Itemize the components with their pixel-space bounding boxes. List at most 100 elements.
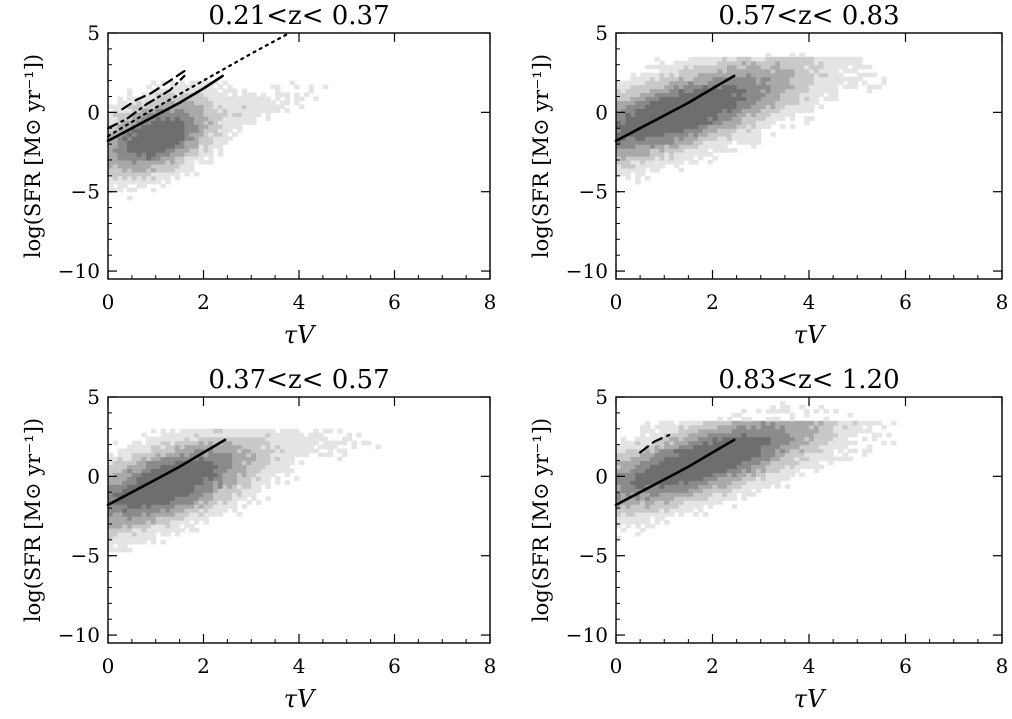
- density-cell: [784, 444, 791, 450]
- density-cell: [770, 88, 776, 94]
- x-tick-label: 8: [996, 654, 1009, 678]
- density-cell: [165, 116, 171, 121]
- density-cell: [136, 476, 143, 481]
- density-cell: [649, 72, 656, 78]
- density-cell: [279, 468, 286, 473]
- density-cell: [189, 104, 195, 109]
- density-cell: [741, 456, 747, 462]
- density-cell: [256, 464, 262, 470]
- density-cell: [813, 60, 820, 66]
- density-cell: [174, 492, 181, 497]
- density-cell: [780, 420, 786, 426]
- density-cell: [770, 448, 776, 454]
- density-cell: [170, 504, 176, 509]
- density-cell: [165, 163, 171, 169]
- density-cell: [179, 112, 186, 117]
- density-cell: [741, 436, 747, 442]
- density-cell: [198, 448, 205, 454]
- density-cell: [683, 112, 689, 117]
- density-cell: [770, 472, 776, 477]
- density-cell: [717, 488, 723, 493]
- density-cell: [251, 464, 257, 470]
- density-cell: [256, 108, 262, 113]
- density-cell: [649, 496, 656, 501]
- density-cell: [179, 104, 186, 109]
- density-cell: [635, 476, 641, 481]
- y-axis-label: log(SFR [M⊙ yr⁻¹]): [529, 418, 553, 622]
- density-cell: [746, 128, 752, 133]
- density-cell: [227, 116, 233, 121]
- density-cell: [184, 112, 190, 117]
- density-cell: [717, 500, 723, 505]
- density-cell: [809, 84, 815, 90]
- density-cell: [193, 112, 200, 117]
- density-cell: [688, 424, 694, 430]
- density-cell: [736, 440, 743, 446]
- density-cell: [150, 512, 157, 517]
- density-cell: [707, 492, 714, 497]
- density-cell: [784, 56, 791, 62]
- density-cell: [809, 444, 815, 450]
- density-cell: [654, 64, 661, 70]
- density-cell: [203, 136, 209, 141]
- density-cell: [241, 480, 248, 485]
- density-cell: [203, 116, 209, 121]
- density-cell: [203, 444, 209, 450]
- density-cell: [620, 516, 627, 521]
- density-cell: [217, 104, 224, 109]
- density-cell: [746, 472, 752, 477]
- density-cell: [227, 124, 233, 129]
- density-cell: [241, 448, 248, 454]
- density-cell: [640, 456, 646, 462]
- density-cell: [136, 512, 143, 517]
- density-cell: [256, 428, 262, 434]
- density-cell: [717, 448, 723, 454]
- density-cell: [222, 92, 228, 98]
- density-cell: [755, 128, 762, 133]
- density-cell: [673, 68, 680, 74]
- density-cell: [818, 104, 825, 109]
- density-cell: [213, 448, 219, 454]
- density-cell: [170, 472, 176, 477]
- density-cell: [241, 492, 248, 497]
- density-cell: [160, 124, 166, 129]
- relation-line-solid: [106, 438, 227, 507]
- density-cell: [232, 100, 238, 106]
- density-cell: [170, 144, 176, 149]
- density-cell: [122, 120, 128, 125]
- density-cell: [160, 436, 166, 442]
- density-cell: [722, 488, 728, 493]
- density-cell: [693, 500, 699, 505]
- density-cell: [265, 428, 271, 434]
- density-cell: [165, 488, 171, 493]
- density-cell: [765, 108, 771, 113]
- density-cell: [179, 100, 186, 106]
- density-cell: [871, 432, 878, 438]
- density-cell: [289, 468, 295, 473]
- density-cell: [726, 68, 733, 74]
- density-cell: [179, 492, 186, 497]
- density-cell: [165, 440, 171, 446]
- density-cell: [862, 64, 868, 70]
- density-cell: [707, 456, 714, 462]
- density-cell: [198, 100, 205, 106]
- density-cell: [208, 136, 214, 141]
- density-cell: [702, 128, 709, 133]
- density-cell: [654, 144, 661, 149]
- density-cell: [813, 424, 820, 430]
- density-cell: [731, 84, 738, 90]
- density-cell: [337, 448, 343, 454]
- density-cell: [669, 500, 675, 505]
- density-cell: [160, 144, 166, 149]
- density-cell: [279, 104, 286, 109]
- density-cell: [712, 96, 718, 102]
- density-cell: [789, 100, 796, 106]
- density-cell: [640, 88, 646, 94]
- density-cell: [318, 452, 324, 458]
- density-cell: [131, 144, 138, 149]
- density-cell: [122, 179, 128, 185]
- density-cell: [731, 136, 738, 141]
- density-cell: [693, 456, 699, 462]
- density-cell: [891, 420, 897, 426]
- density-cell: [635, 523, 641, 529]
